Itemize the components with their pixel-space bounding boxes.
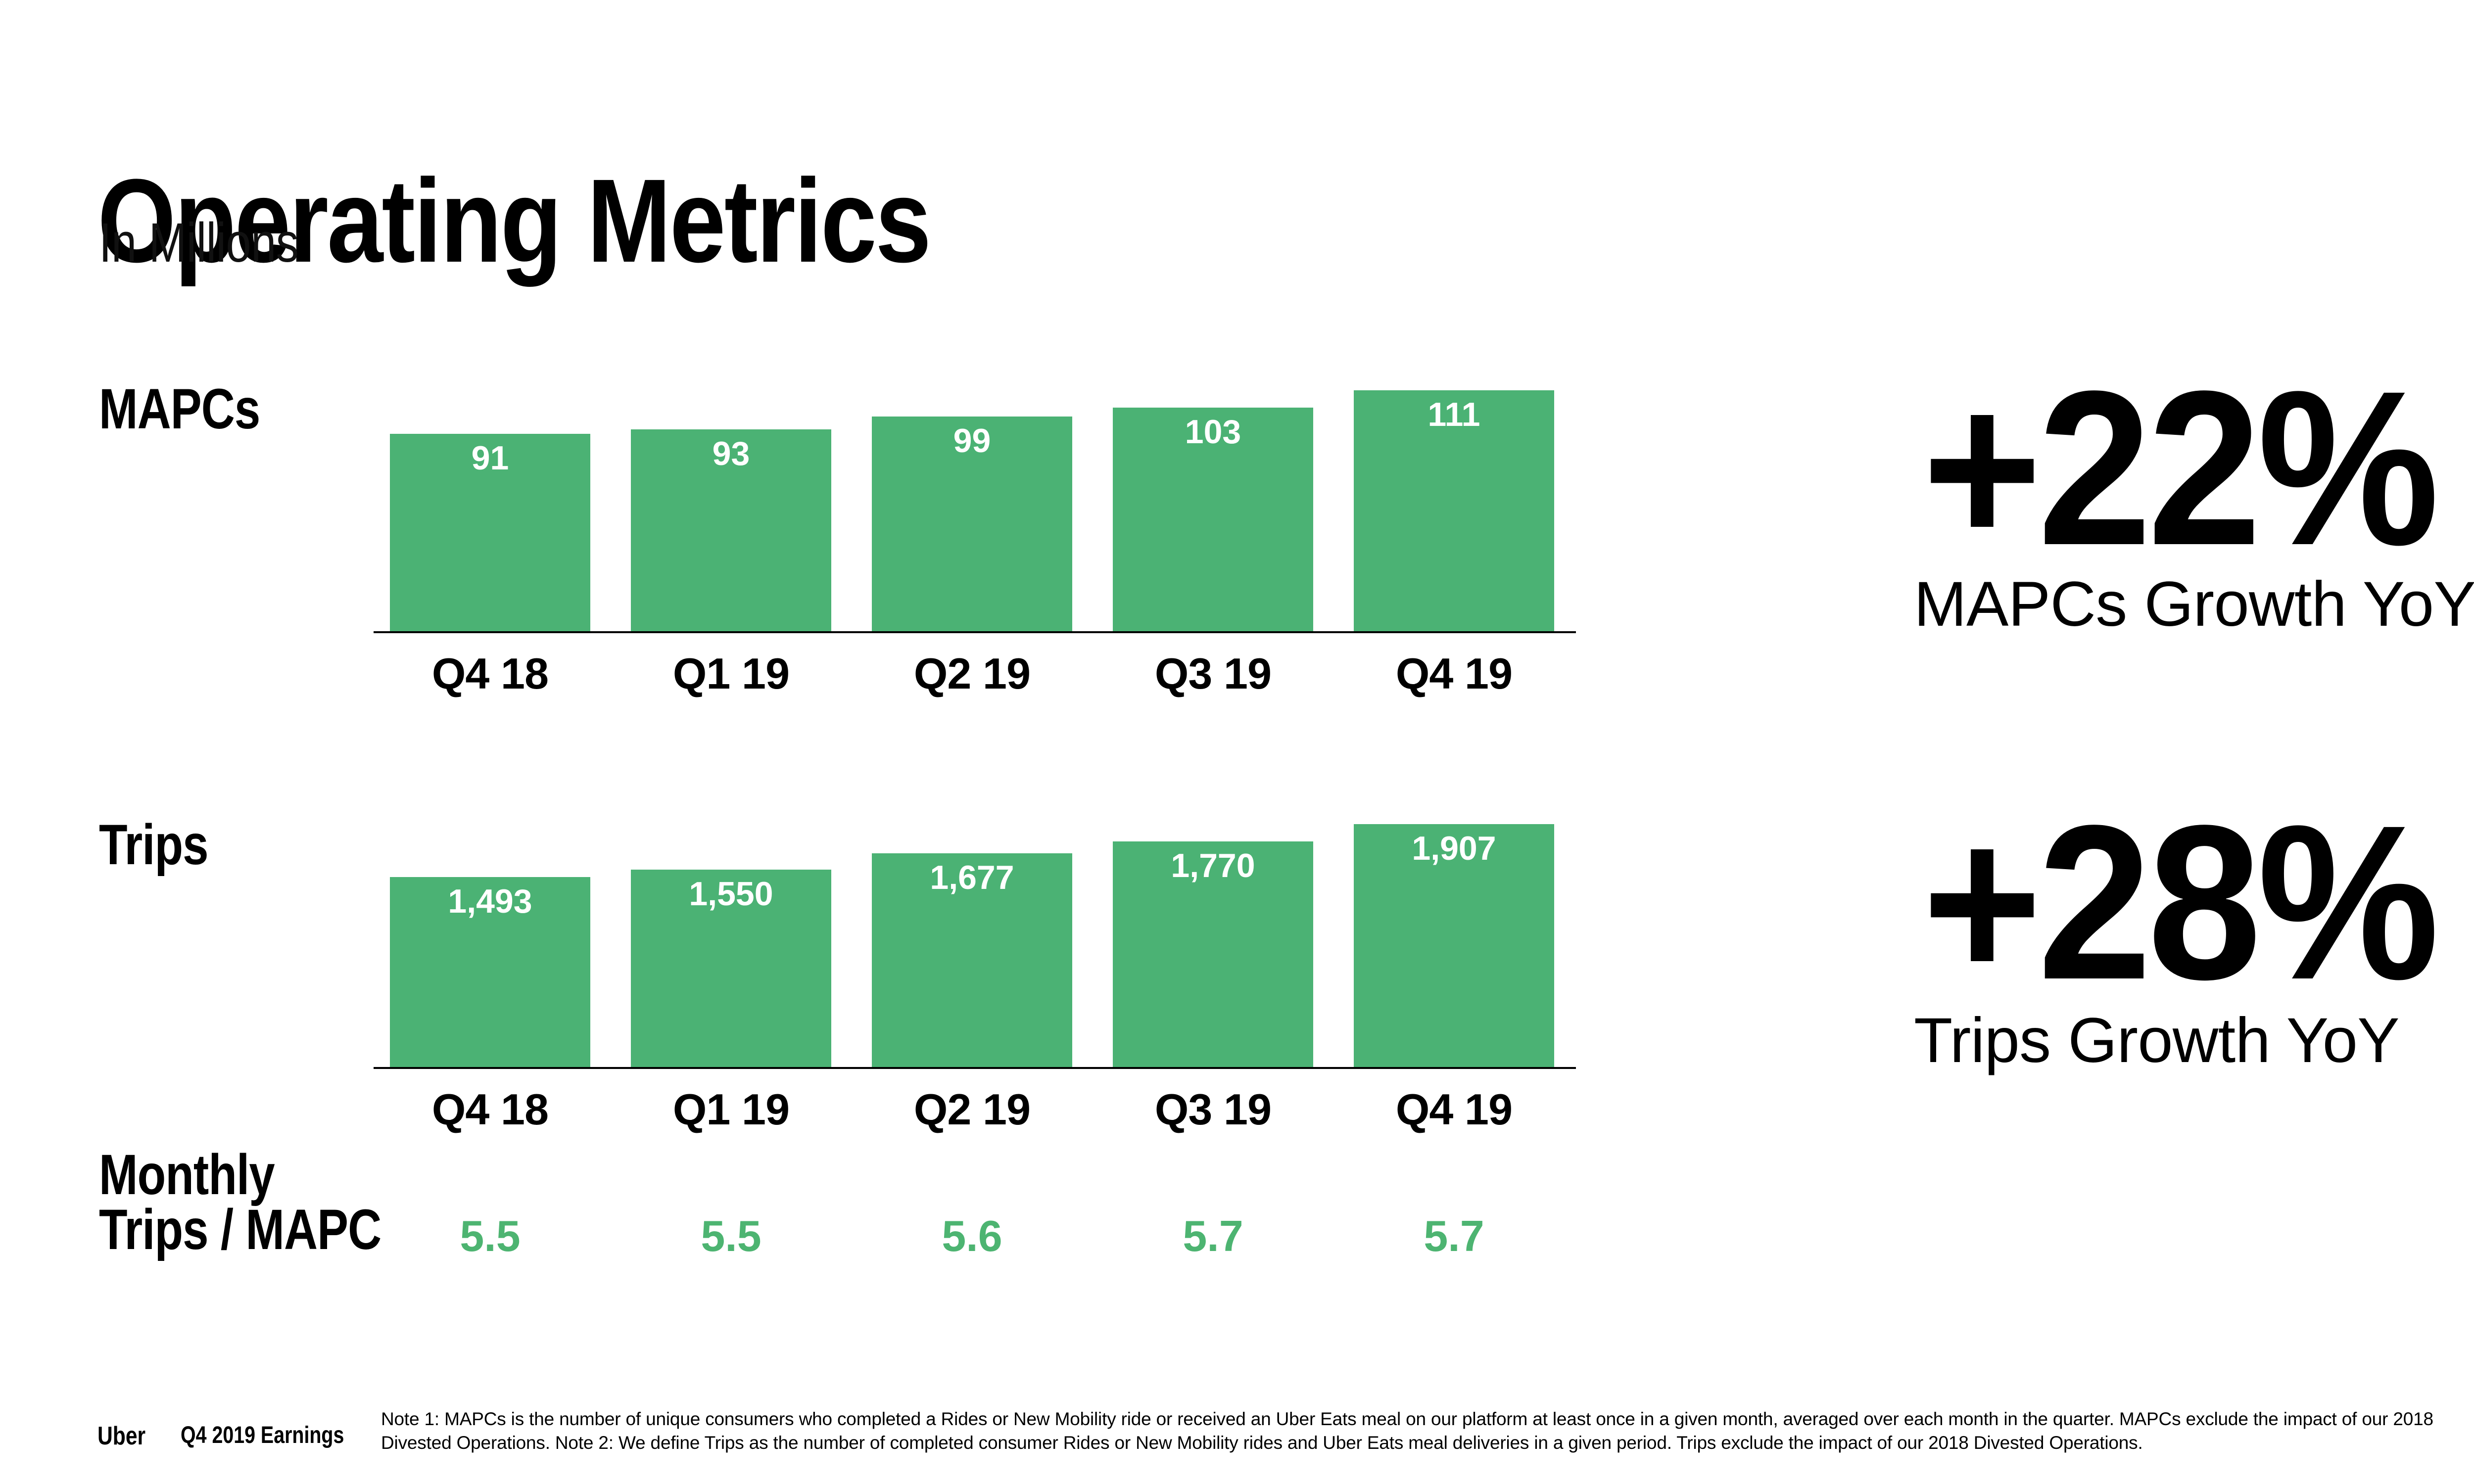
mapcs-category-label: Q1 19 bbox=[672, 649, 790, 698]
trips-bar: 1,907 bbox=[1354, 824, 1554, 1068]
mapcs-category-label: Q4 19 bbox=[1395, 649, 1513, 698]
mapcs-x-axis bbox=[374, 631, 1576, 633]
mapcs-bar-value-label: 111 bbox=[1427, 396, 1480, 433]
mapcs-category-label: Q2 19 bbox=[913, 649, 1031, 698]
mapcs-section-label: MAPCs bbox=[99, 377, 260, 441]
trips-category-label: Q4 18 bbox=[431, 1085, 549, 1134]
mapcs-category-label: Q4 18 bbox=[431, 649, 549, 698]
ratio-value: 5.6 bbox=[942, 1211, 1002, 1260]
trips-x-axis bbox=[374, 1067, 1576, 1069]
mapcs-bar-value-label: 103 bbox=[1185, 413, 1241, 451]
mapcs-category-label: Q3 19 bbox=[1154, 649, 1272, 698]
footer-note: Note 1: MAPCs is the number of unique co… bbox=[381, 1409, 2433, 1453]
uber-logo: Uber bbox=[97, 1422, 146, 1450]
ratio-value: 5.7 bbox=[1424, 1211, 1484, 1260]
ratio-value: 5.5 bbox=[701, 1211, 761, 1260]
ratio-value: 5.5 bbox=[460, 1211, 521, 1260]
page-subtitle: In Millions bbox=[99, 212, 299, 274]
trips-category-label: Q1 19 bbox=[672, 1085, 790, 1134]
trips-category-label: Q4 19 bbox=[1395, 1085, 1513, 1134]
trips-bar-value-label: 1,493 bbox=[448, 882, 532, 920]
mapcs-bar: 93 bbox=[631, 429, 831, 632]
mapcs-bar: 91 bbox=[390, 434, 590, 632]
trips-bar-value-label: 1,677 bbox=[930, 859, 1014, 896]
mapcs-bar: 99 bbox=[872, 417, 1072, 632]
trips-bar-value-label: 1,907 bbox=[1412, 830, 1496, 867]
trips-growth-label: Trips Growth YoY bbox=[1914, 1005, 2400, 1076]
page-title: Operating Metrics bbox=[97, 154, 931, 287]
mapcs-bar-value-label: 93 bbox=[712, 435, 750, 472]
trips-category-label: Q3 19 bbox=[1154, 1085, 1272, 1134]
mapcs-bar: 103 bbox=[1113, 408, 1313, 632]
trips-bar: 1,550 bbox=[631, 870, 831, 1068]
trips-category-label: Q2 19 bbox=[913, 1085, 1031, 1134]
trips-bar: 1,770 bbox=[1113, 841, 1313, 1068]
trips-bar-value-label: 1,550 bbox=[689, 875, 773, 913]
mapcs-bar-value-label: 91 bbox=[471, 439, 509, 477]
mapcs-growth-value: +22% bbox=[1922, 345, 2439, 591]
footer-report-title: Q4 2019 Earnings bbox=[181, 1422, 344, 1448]
trips-bar: 1,493 bbox=[390, 877, 590, 1068]
trips-bar: 1,677 bbox=[872, 853, 1072, 1068]
monthly-trips-per-mapc-label: Monthly Trips / MAPC bbox=[99, 1143, 381, 1261]
trips-growth-value: +28% bbox=[1922, 780, 2439, 1025]
mapcs-growth-label: MAPCs Growth YoY bbox=[1914, 569, 2474, 640]
trips-section-label: Trips bbox=[99, 813, 209, 877]
mapcs-bar: 111 bbox=[1354, 390, 1554, 632]
trips-bar-value-label: 1,770 bbox=[1171, 847, 1255, 884]
mapcs-bar-value-label: 99 bbox=[953, 422, 991, 460]
ratio-value: 5.7 bbox=[1183, 1211, 1243, 1260]
